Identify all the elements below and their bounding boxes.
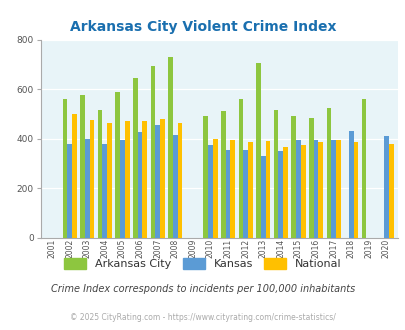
Text: Arkansas City Violent Crime Index: Arkansas City Violent Crime Index: [70, 20, 335, 34]
Bar: [120, 140, 124, 238]
Bar: [278, 151, 283, 238]
Bar: [98, 110, 102, 238]
Bar: [256, 63, 260, 238]
Bar: [67, 144, 72, 238]
Bar: [308, 117, 313, 238]
Bar: [243, 150, 247, 238]
Bar: [150, 66, 155, 238]
Bar: [247, 142, 252, 238]
Bar: [137, 132, 142, 238]
Bar: [124, 121, 129, 238]
Bar: [102, 144, 107, 238]
Bar: [348, 131, 353, 238]
Bar: [85, 139, 90, 238]
Bar: [207, 145, 212, 238]
Bar: [291, 116, 295, 238]
Bar: [238, 99, 243, 238]
Bar: [168, 57, 173, 238]
Bar: [115, 92, 120, 238]
Bar: [225, 150, 230, 238]
Bar: [230, 140, 234, 238]
Bar: [62, 99, 67, 238]
Text: Crime Index corresponds to incidents per 100,000 inhabitants: Crime Index corresponds to incidents per…: [51, 284, 354, 294]
Legend: Arkansas City, Kansas, National: Arkansas City, Kansas, National: [61, 255, 344, 273]
Bar: [177, 122, 182, 238]
Bar: [173, 135, 177, 238]
Bar: [220, 112, 225, 238]
Bar: [203, 116, 207, 238]
Bar: [353, 142, 358, 238]
Bar: [132, 78, 137, 238]
Bar: [335, 140, 340, 238]
Text: © 2025 CityRating.com - https://www.cityrating.com/crime-statistics/: © 2025 CityRating.com - https://www.city…: [70, 313, 335, 322]
Bar: [313, 140, 318, 238]
Bar: [80, 95, 85, 238]
Bar: [107, 122, 112, 238]
Bar: [90, 120, 94, 238]
Bar: [72, 114, 77, 238]
Bar: [212, 139, 217, 238]
Bar: [330, 140, 335, 238]
Bar: [273, 110, 278, 238]
Bar: [300, 145, 305, 238]
Bar: [361, 99, 366, 238]
Bar: [383, 136, 388, 238]
Bar: [160, 119, 164, 238]
Bar: [265, 141, 270, 238]
Bar: [155, 125, 160, 238]
Bar: [283, 147, 287, 238]
Bar: [142, 121, 147, 238]
Bar: [318, 142, 322, 238]
Bar: [388, 144, 392, 238]
Bar: [295, 140, 300, 238]
Bar: [326, 108, 330, 238]
Bar: [260, 156, 265, 238]
